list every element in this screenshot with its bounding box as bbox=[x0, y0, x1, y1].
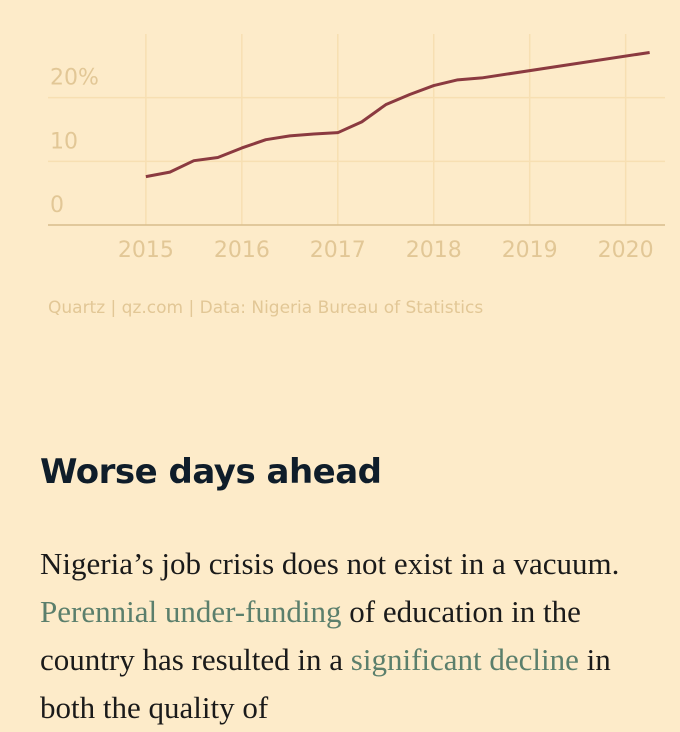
y-tick-label: 10 bbox=[50, 129, 78, 154]
article-link[interactable]: Perennial under-funding bbox=[40, 594, 342, 629]
x-tick-label: 2020 bbox=[598, 238, 654, 263]
article-text: Nigeria’s job crisis does not exist in a… bbox=[40, 546, 620, 581]
x-tick-label: 2017 bbox=[310, 238, 366, 263]
article-text: of education in the country has resulted… bbox=[40, 594, 581, 677]
article-heading: Worse days ahead bbox=[40, 452, 382, 492]
article-link[interactable]: significant decline bbox=[350, 642, 579, 677]
article-paragraph: Nigeria’s job crisis does not exist in a… bbox=[40, 540, 670, 732]
chart: Quartz | qz.com | Data: Nigeria Bureau o… bbox=[48, 34, 665, 318]
article-text: in both the quality of bbox=[40, 642, 611, 725]
x-tick-label: 2018 bbox=[406, 238, 462, 263]
x-tick-label: 2015 bbox=[118, 238, 174, 263]
x-tick-label: 2019 bbox=[502, 238, 558, 263]
chart-source: Quartz | qz.com | Data: Nigeria Bureau o… bbox=[48, 298, 483, 318]
x-tick-label: 2016 bbox=[214, 238, 270, 263]
data-line bbox=[145, 50, 650, 179]
y-tick-label: 0 bbox=[50, 193, 64, 218]
y-tick-label: 20% bbox=[50, 66, 99, 91]
